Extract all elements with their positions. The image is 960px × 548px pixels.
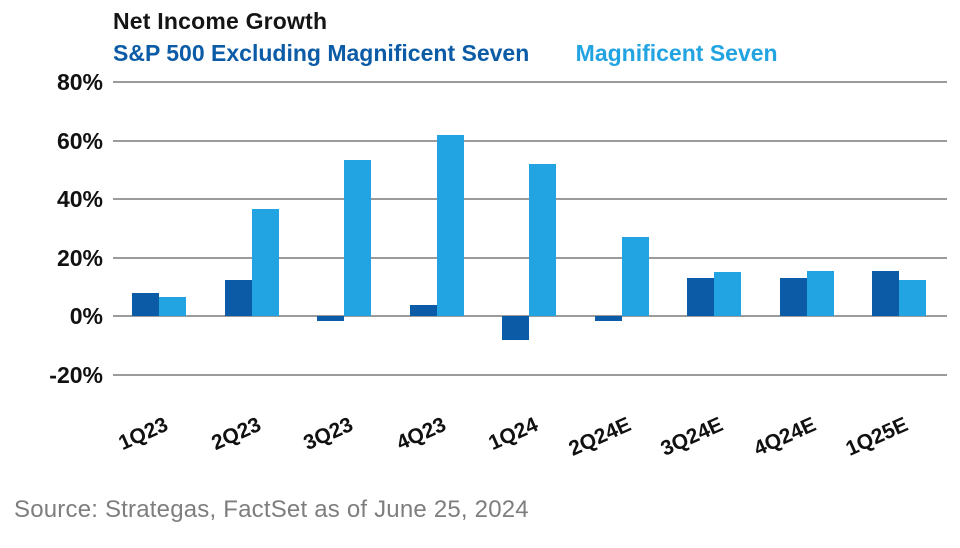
y-axis-tick-label: 20%: [56, 244, 103, 271]
bar-mag7-3Q24E: [714, 272, 742, 317]
bar-mag7-4Q24E: [806, 270, 834, 317]
bar-mag7-2Q23: [251, 209, 279, 317]
chart-legend: S&P 500 Excluding Magnificent Seven Magn…: [113, 40, 778, 67]
y-axis-tick-label: 60%: [56, 127, 103, 154]
y-axis-tick-label: -20%: [49, 362, 103, 388]
legend-sp500-excluding-mag7: S&P 500 Excluding Magnificent Seven: [113, 40, 530, 66]
bar-ex-mag7-1Q24: [502, 316, 530, 340]
bar-ex-mag7-1Q23: [132, 292, 160, 317]
bar-ex-mag7-3Q24E: [687, 278, 715, 317]
plot-area: [113, 81, 947, 376]
bar-ex-mag7-4Q23: [409, 304, 437, 317]
source-note: Source: Strategas, FactSet as of June 25…: [14, 496, 529, 523]
bar-mag7-3Q23: [344, 159, 372, 317]
bar-mag7-1Q25E: [899, 279, 927, 317]
bar-mag7-1Q24: [529, 164, 557, 317]
bar-ex-mag7-1Q25E: [872, 270, 900, 317]
gridline--20: [113, 374, 947, 376]
bar-ex-mag7-3Q23: [317, 316, 345, 321]
bar-mag7-1Q23: [159, 297, 187, 317]
y-axis-tick-label: 0%: [69, 303, 103, 330]
chart-title: Net Income Growth: [113, 8, 328, 34]
gridline-0: [113, 315, 947, 318]
y-axis-tick-label: 40%: [56, 186, 103, 213]
bar-ex-mag7-2Q24E: [594, 316, 622, 321]
legend-magnificent-seven: Magnificent Seven: [575, 40, 778, 66]
gridline-80: [113, 81, 947, 83]
y-axis-tick-label: 80%: [56, 69, 103, 95]
gridline-60: [113, 139, 947, 142]
bar-ex-mag7-2Q23: [224, 279, 252, 317]
bar-ex-mag7-4Q24E: [779, 278, 807, 317]
bar-mag7-2Q24E: [621, 237, 649, 317]
bar-mag7-4Q23: [436, 134, 464, 317]
